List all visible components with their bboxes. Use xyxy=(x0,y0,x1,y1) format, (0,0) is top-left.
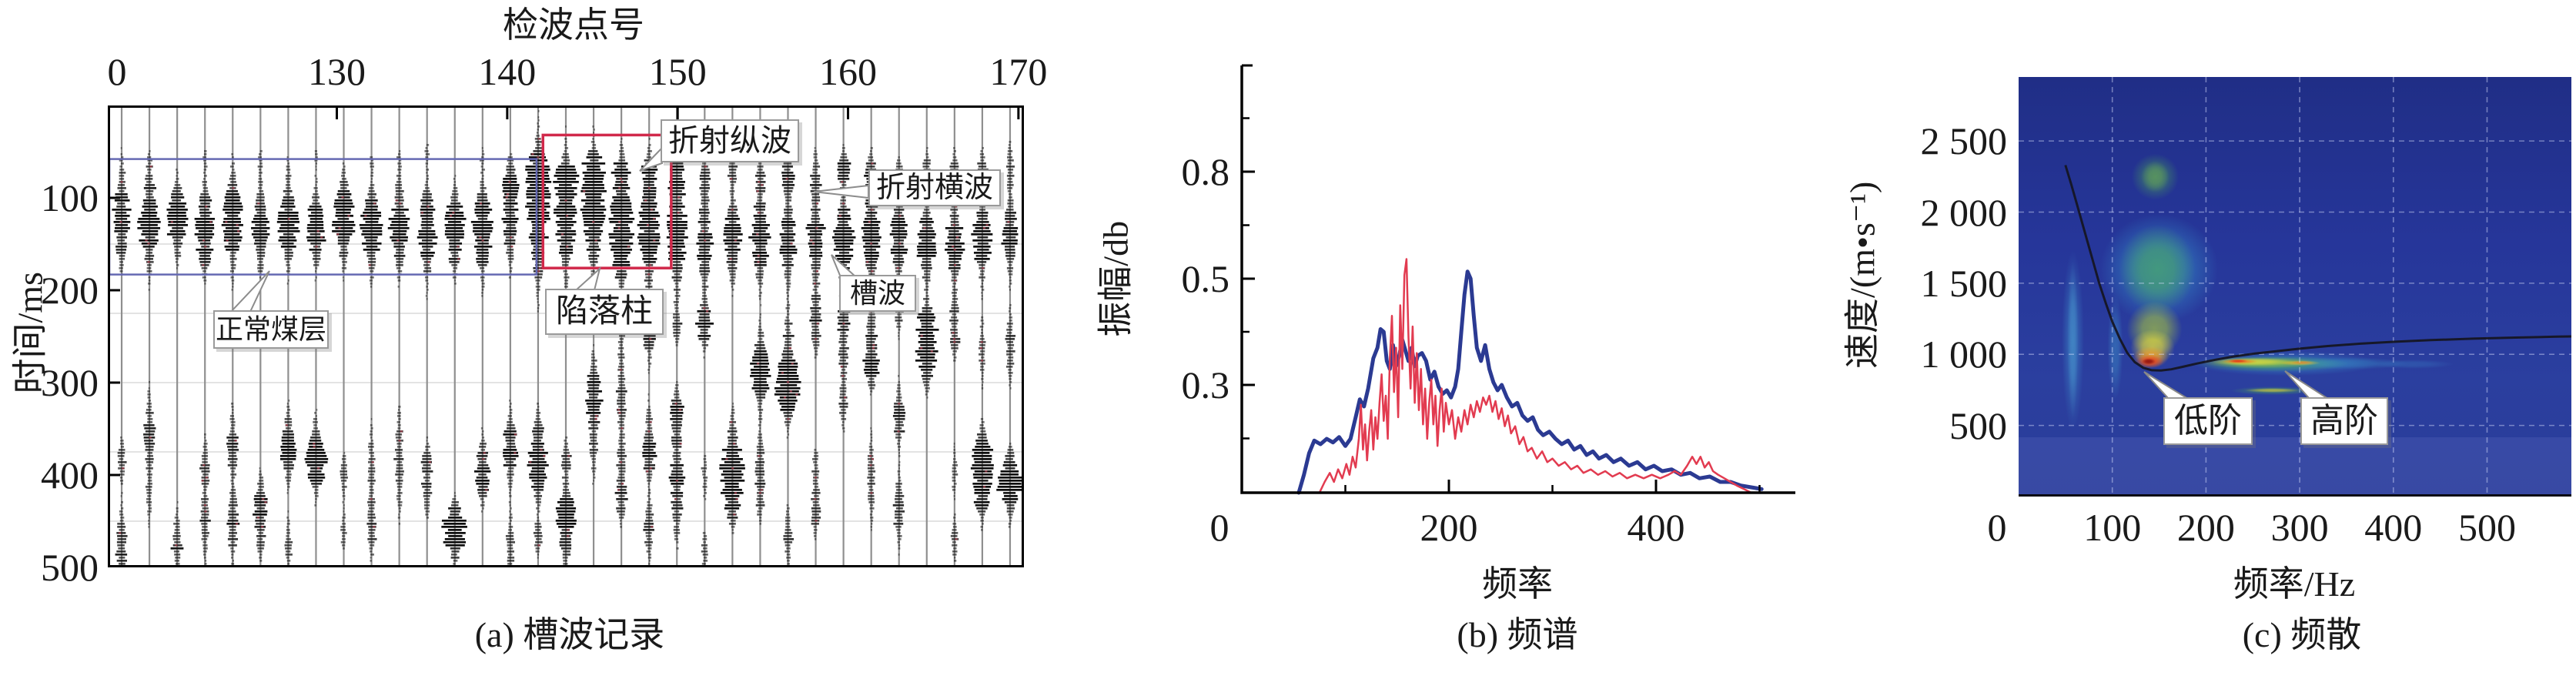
annotation-channel-wave: 槽波 xyxy=(839,275,916,312)
tick-label: 500 xyxy=(2457,506,2516,549)
tick-label: 2 500 xyxy=(1920,119,2008,163)
panel-c-x-axis-title: 频率/Hz xyxy=(2233,564,2356,604)
annotation-refracted-p-wave: 折射纵波 xyxy=(661,119,799,162)
panel-a-caption: (a) 槽波记录 xyxy=(474,615,665,654)
tick-label: 0.5 xyxy=(1181,257,1230,300)
tick-label: 500 xyxy=(41,546,99,589)
tick-label: 300 xyxy=(2270,506,2329,549)
tick-label: 150 xyxy=(648,50,707,93)
tick-label: 100 xyxy=(41,176,99,219)
tick-label: 200 xyxy=(1420,506,1478,549)
annotation-high-order-mode: 高阶 xyxy=(2300,397,2388,445)
annotation-refracted-s-wave: 折射横波 xyxy=(868,169,1001,206)
panel-b-x-axis-title: 频率 xyxy=(1482,564,1553,604)
spectrum-plot xyxy=(1240,64,1795,495)
tick-label: 300 xyxy=(41,361,99,404)
tick-label: 200 xyxy=(41,269,99,312)
tick-label: 0 xyxy=(1987,506,2007,549)
annotation-normal-coal: 正常煤层 xyxy=(213,310,329,349)
tick-label: 140 xyxy=(478,50,537,93)
tick-label: 1 000 xyxy=(1920,333,2008,376)
tick-label: 0 xyxy=(107,50,127,93)
tick-label: 1 500 xyxy=(1920,261,2008,305)
tick-label: 0.8 xyxy=(1181,150,1230,193)
tick-label: 130 xyxy=(308,50,366,93)
tick-label: 400 xyxy=(1627,506,1685,549)
tick-label: 2 000 xyxy=(1920,190,2008,234)
tick-label: 100 xyxy=(2083,506,2142,549)
tick-label: 400 xyxy=(41,453,99,497)
panel-b-y-axis-title: 振幅/db xyxy=(1096,220,1136,337)
panel-c-caption: (c) 频散 xyxy=(2242,615,2362,654)
panel-a-x-axis-title: 检波点号 xyxy=(503,5,644,45)
seismic-record-plot xyxy=(108,105,1024,567)
tick-label: 0.3 xyxy=(1181,363,1230,406)
tick-label: 160 xyxy=(819,50,877,93)
panel-b-caption: (b) 频谱 xyxy=(1457,615,1578,654)
panel-a-y-axis-title: 时间/ms xyxy=(10,272,50,394)
tick-label: 500 xyxy=(1949,403,2007,447)
annotation-low-order-mode: 低阶 xyxy=(2163,397,2253,445)
tick-label: 400 xyxy=(2364,506,2423,549)
tick-label: 200 xyxy=(2176,506,2235,549)
tick-label: 0 xyxy=(1209,506,1229,549)
tick-label: 170 xyxy=(989,50,1048,93)
annotation-collapse-column: 陷落柱 xyxy=(545,289,664,335)
dispersion-overlay xyxy=(2019,77,2571,497)
panel-c-y-axis-title: 速度/(m•s⁻¹) xyxy=(1842,181,1882,369)
